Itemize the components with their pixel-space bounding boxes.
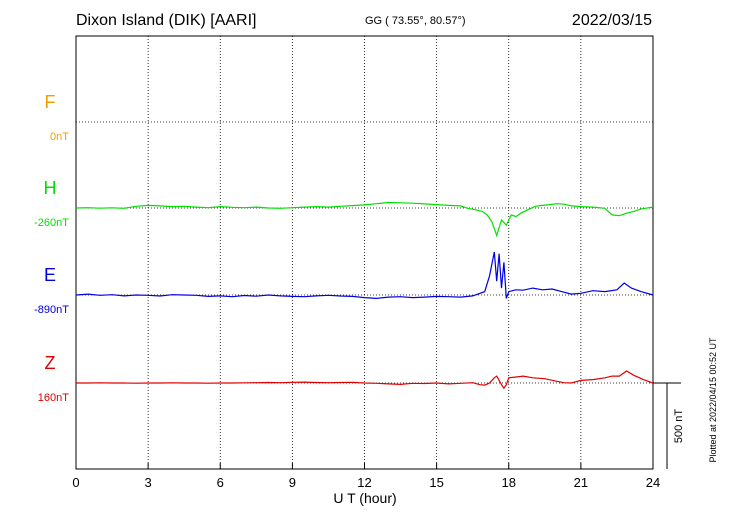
x-tick-label: 9 (289, 475, 296, 490)
station-title: Dixon Island (DIK) [AARI] (76, 12, 257, 29)
scale-bar-label: 500 nT (673, 409, 685, 444)
x-tick-label: 6 (217, 475, 224, 490)
series-line-e (75, 251, 654, 300)
series-line-h (75, 201, 654, 238)
x-tick-label: 18 (502, 475, 516, 490)
x-tick-label: 0 (72, 475, 79, 490)
x-tick-label: 21 (574, 475, 588, 490)
x-axis-title: U T (hour) (333, 490, 396, 506)
x-tick-label: 12 (357, 475, 371, 490)
series-baseline-f: 0nT (50, 131, 69, 143)
series-baseline-z: 160nT (38, 392, 69, 404)
series-lines (75, 201, 654, 390)
x-tick-label: 24 (646, 475, 660, 490)
date-label: 2022/03/15 (572, 12, 652, 29)
x-axis-ticks: 0 3 6 9 12 15 18 21 24 (72, 463, 660, 490)
series-name-z: Z (45, 353, 56, 373)
series-baseline-h: -260nT (34, 217, 69, 229)
grid-lines (147, 36, 582, 469)
series-name-e: E (44, 265, 56, 285)
series-labels: F 0nT H -260nT E -890nT Z 160nT (34, 92, 69, 404)
x-tick-label: 3 (145, 475, 152, 490)
coordinates-label: GG ( 73.55°, 80.57°) (365, 15, 466, 27)
series-name-f: F (45, 92, 56, 112)
series-line-z (76, 370, 654, 390)
series-baseline-e: -890nT (34, 304, 69, 316)
series-name-h: H (44, 178, 57, 198)
plotted-at-label: Plotted at 2022/04/15 00:52 UT (708, 337, 718, 463)
x-tick-label: 15 (429, 475, 443, 490)
